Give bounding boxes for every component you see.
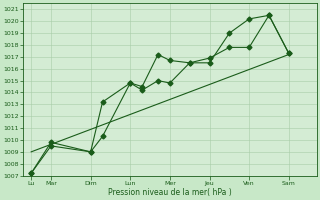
X-axis label: Pression niveau de la mer( hPa ): Pression niveau de la mer( hPa ) (108, 188, 232, 197)
